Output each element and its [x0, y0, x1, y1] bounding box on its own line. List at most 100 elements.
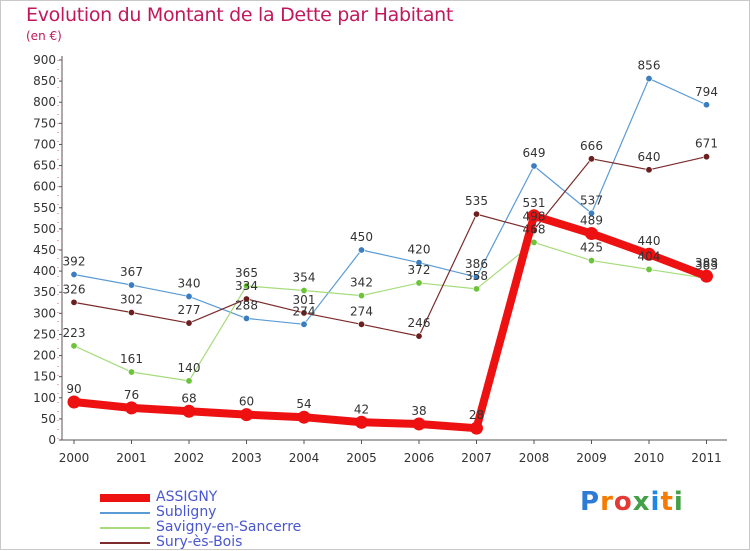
data-label-savigny-en-sancerre: 342: [350, 276, 373, 290]
data-label-subligny: 367: [120, 265, 143, 279]
data-label-sury-s-bois: 640: [638, 150, 661, 164]
data-labels-layer: 392 367 340 288 274 450 420 386 649 537 856 794 223 1…: [63, 59, 718, 423]
legend-swatch: [100, 527, 150, 529]
y-tick-label: 500: [33, 222, 56, 236]
y-tick-label: 900: [33, 53, 56, 67]
data-point-subligny: [530, 162, 538, 170]
data-point-subligny: [300, 320, 308, 328]
logo-letter: r: [600, 487, 614, 517]
data-label-subligny: 288: [235, 298, 258, 312]
data-label-subligny: 340: [178, 276, 201, 290]
data-label-sury-s-bois: 277: [178, 303, 201, 317]
data-label-savigny-en-sancerre: 358: [465, 269, 488, 283]
data-point-subligny: [587, 209, 595, 217]
x-tick-label: 2003: [231, 451, 262, 465]
y-tick-label: 400: [33, 264, 56, 278]
data-point-savigny-en-sancerre: [415, 279, 423, 287]
x-tick-label: 2005: [346, 451, 377, 465]
data-point-subligny: [702, 101, 710, 109]
data-point-savigny-en-sancerre: [243, 282, 251, 290]
data-label-subligny: 420: [408, 243, 431, 257]
y-tick-label: 100: [33, 391, 56, 405]
data-label-subligny: 386: [465, 257, 488, 271]
data-label-assigny: 388: [695, 256, 718, 270]
data-label-sury-s-bois: 666: [580, 139, 603, 153]
data-label-subligny: 450: [350, 230, 373, 244]
chart-axes: 0 50 100 150 200 250 300 350 400 450 500 550 600 650 7…: [33, 53, 727, 465]
data-point-sury-s-bois: [645, 166, 653, 174]
data-label-savigny-en-sancerre: 140: [178, 361, 201, 375]
data-point-assigny: [182, 404, 196, 418]
data-label-subligny: 392: [63, 254, 86, 268]
data-label-assigny: 28: [469, 408, 484, 422]
data-point-savigny-en-sancerre: [185, 377, 193, 385]
data-label-savigny-en-sancerre: 365: [235, 266, 258, 280]
data-point-assigny: [470, 421, 483, 435]
x-tick-label: 2006: [404, 451, 435, 465]
data-label-sury-s-bois: 246: [408, 316, 431, 330]
logo-letter: i: [650, 487, 661, 517]
data-point-savigny-en-sancerre: [472, 285, 480, 293]
data-label-sury-s-bois: 326: [63, 282, 86, 296]
y-tick-label: 850: [33, 74, 56, 88]
data-point-assigny: [700, 269, 713, 283]
data-label-subligny: 794: [695, 85, 718, 99]
x-tick-label: 2002: [174, 451, 205, 465]
data-point-sury-s-bois: [357, 320, 365, 328]
data-label-assigny: 76: [124, 388, 139, 402]
data-point-subligny: [472, 273, 480, 281]
series-line-assigny: [70, 211, 711, 433]
data-point-assigny: [585, 227, 598, 241]
x-tick-label: 2008: [519, 451, 550, 465]
y-tick-label: 0: [48, 433, 56, 447]
data-point-savigny-en-sancerre: [357, 292, 365, 300]
logo-letter: P: [580, 487, 601, 517]
y-tick-label: 300: [33, 306, 56, 320]
x-tick-label: 2001: [116, 451, 147, 465]
data-label-subligny: 537: [580, 193, 603, 207]
data-label-sury-s-bois: 671: [695, 137, 718, 151]
data-point-sury-s-bois: [300, 309, 308, 317]
legend-label: Savigny-en-Sancerre: [156, 519, 302, 535]
data-label-sury-s-bois: 535: [465, 194, 488, 208]
data-point-savigny-en-sancerre: [645, 265, 653, 273]
data-point-savigny-en-sancerre: [530, 238, 538, 246]
legend-label: Sury-ès-Bois: [156, 534, 243, 550]
x-tick-label: 2010: [634, 451, 665, 465]
data-point-subligny: [357, 246, 365, 254]
data-point-sury-s-bois: [243, 295, 251, 303]
data-label-assigny: 68: [181, 391, 196, 405]
logo-letter: t: [660, 487, 674, 517]
data-label-savigny-en-sancerre: 383: [695, 258, 718, 272]
data-point-savigny-en-sancerre: [128, 368, 136, 376]
y-tick-label: 250: [33, 327, 56, 341]
data-point-subligny: [243, 314, 251, 322]
data-label-sury-s-bois: 334: [235, 279, 258, 293]
data-point-savigny-en-sancerre: [587, 257, 595, 265]
y-tick-label: 650: [33, 159, 56, 173]
legend-swatch: [100, 512, 150, 514]
data-point-subligny: [185, 292, 193, 300]
x-tick-label: 2000: [59, 451, 90, 465]
logo-letter: x: [632, 487, 651, 517]
data-point-subligny: [415, 259, 423, 267]
data-point-assigny: [355, 415, 368, 429]
y-tick-label: 350: [33, 285, 56, 299]
y-tick-label: 750: [33, 116, 56, 130]
data-point-sury-s-bois: [587, 155, 595, 163]
y-tick-label: 700: [33, 137, 56, 151]
data-label-assigny: 440: [638, 234, 661, 248]
data-label-savigny-en-sancerre: 223: [63, 326, 86, 340]
data-point-savigny-en-sancerre: [300, 287, 308, 295]
data-label-savigny-en-sancerre: 425: [580, 241, 603, 255]
data-point-subligny: [645, 75, 653, 83]
data-point-sury-s-bois: [415, 332, 423, 340]
data-point-assigny: [297, 410, 311, 424]
data-label-savigny-en-sancerre: 372: [408, 263, 431, 277]
data-point-sury-s-bois: [472, 210, 480, 218]
data-point-sury-s-bois: [70, 298, 78, 306]
data-point-subligny: [70, 270, 78, 278]
data-label-sury-s-bois: 274: [350, 304, 373, 318]
y-tick-label: 450: [33, 243, 56, 257]
data-label-assigny: 38: [411, 404, 426, 418]
